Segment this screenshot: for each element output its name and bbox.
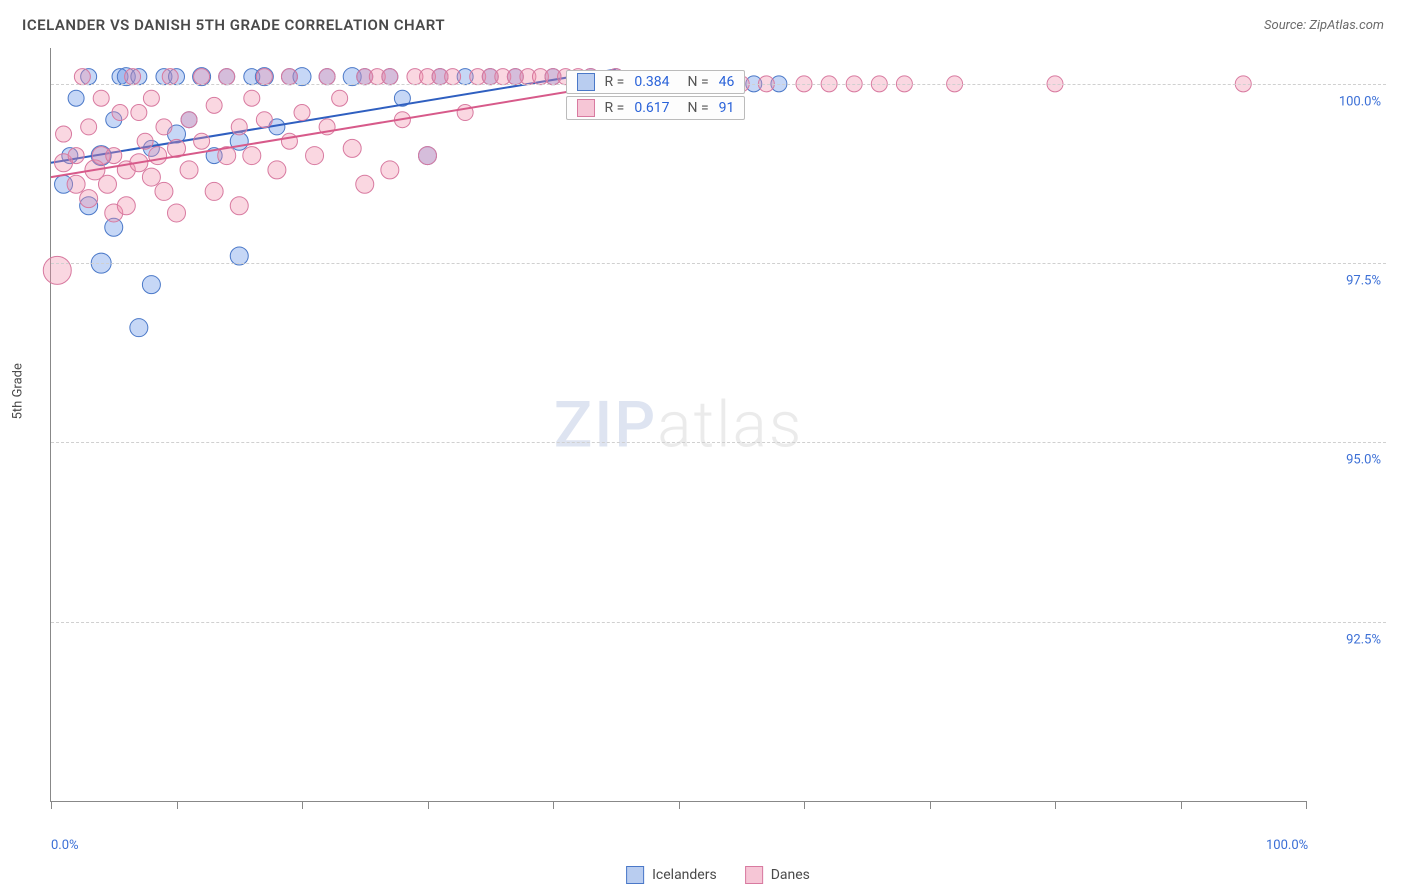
x-tick	[1181, 801, 1182, 809]
x-tick-label: 100.0%	[1266, 838, 1308, 853]
stats-box: R = 0.384 N = 46	[566, 70, 746, 94]
scatter-point	[281, 133, 297, 149]
y-axis-title: 5th Grade	[11, 363, 26, 419]
legend-swatch	[626, 866, 644, 884]
scatter-point	[142, 276, 160, 294]
gridline	[51, 622, 1386, 623]
y-tick-label: 100.0%	[1321, 94, 1381, 109]
scatter-point	[98, 175, 116, 193]
scatter-point	[206, 97, 222, 113]
scatter-point	[381, 161, 399, 179]
stats-swatch	[577, 73, 595, 91]
stats-r-label: R =	[605, 74, 625, 90]
scatter-point	[256, 69, 272, 85]
stats-n-value: 91	[719, 100, 735, 116]
x-tick	[428, 801, 429, 809]
y-tick-label: 92.5%	[1321, 632, 1381, 647]
chart-container: 5th Grade ZIPatlas 92.5%95.0%97.5%100.0%…	[50, 48, 1386, 832]
scatter-point	[130, 319, 148, 337]
stats-n-label: N =	[688, 100, 709, 116]
header: ICELANDER VS DANISH 5TH GRADE CORRELATIO…	[0, 0, 1406, 42]
x-tick	[553, 801, 554, 809]
x-tick	[302, 801, 303, 809]
legend: Icelanders Danes	[626, 866, 810, 884]
scatter-point	[143, 90, 159, 106]
legend-item: Icelanders	[626, 866, 717, 884]
scatter-point	[43, 256, 71, 284]
x-tick	[177, 801, 178, 809]
scatter-point	[137, 133, 153, 149]
scatter-point	[56, 126, 72, 142]
y-tick-label: 95.0%	[1321, 453, 1381, 468]
gridline	[51, 442, 1386, 443]
scatter-point	[67, 175, 85, 193]
scatter-point	[256, 112, 272, 128]
legend-label: Danes	[771, 867, 810, 883]
stats-swatch	[577, 99, 595, 117]
scatter-point	[343, 139, 361, 157]
scatter-point	[155, 182, 173, 200]
scatter-point	[68, 90, 84, 106]
scatter-point	[319, 69, 335, 85]
scatter-point	[68, 148, 84, 164]
legend-item: Danes	[745, 866, 810, 884]
stats-r-label: R =	[605, 100, 625, 116]
stats-box: R = 0.617 N = 91	[566, 96, 746, 120]
x-tick	[51, 801, 52, 809]
x-tick	[679, 801, 680, 809]
x-tick	[930, 801, 931, 809]
stats-n-value: 46	[719, 74, 735, 90]
scatter-point	[332, 90, 348, 106]
scatter-point	[306, 147, 324, 165]
legend-label: Icelanders	[652, 867, 717, 883]
y-tick-label: 97.5%	[1321, 274, 1381, 289]
scatter-point	[131, 105, 147, 121]
scatter-point	[93, 90, 109, 106]
scatter-point	[205, 182, 223, 200]
scatter-point	[81, 119, 97, 135]
plot-area: ZIPatlas 92.5%95.0%97.5%100.0%0.0%100.0%…	[50, 48, 1306, 802]
x-tick-label: 0.0%	[51, 838, 79, 853]
scatter-point	[168, 204, 186, 222]
scatter-point	[162, 69, 178, 85]
source-label: Source: ZipAtlas.com	[1264, 18, 1384, 33]
scatter-point	[149, 147, 167, 165]
scatter-point	[243, 147, 261, 165]
scatter-point	[74, 69, 90, 85]
scatter-point	[244, 90, 260, 106]
chart-title: ICELANDER VS DANISH 5TH GRADE CORRELATIO…	[22, 16, 445, 34]
x-tick	[1306, 801, 1307, 809]
x-tick	[804, 801, 805, 809]
scatter-point	[112, 105, 128, 121]
scatter-point	[268, 161, 286, 179]
stats-r-value: 0.384	[634, 74, 669, 90]
stats-r-value: 0.617	[634, 100, 669, 116]
scatter-point	[419, 147, 437, 165]
scatter-point	[230, 197, 248, 215]
scatter-point	[356, 175, 374, 193]
scatter-point	[106, 148, 122, 164]
scatter-point	[445, 69, 461, 85]
scatter-point	[219, 69, 235, 85]
scatter-point	[142, 168, 160, 186]
scatter-point	[281, 69, 297, 85]
scatter-point	[194, 69, 210, 85]
scatter-point	[181, 112, 197, 128]
scatter-point	[125, 69, 141, 85]
gridline	[51, 263, 1386, 264]
scatter-point	[80, 190, 98, 208]
scatter-svg	[51, 48, 1306, 801]
legend-swatch	[745, 866, 763, 884]
scatter-point	[194, 133, 210, 149]
scatter-point	[294, 105, 310, 121]
scatter-point	[117, 197, 135, 215]
scatter-point	[156, 119, 172, 135]
scatter-point	[180, 161, 198, 179]
scatter-point	[382, 69, 398, 85]
stats-n-label: N =	[688, 74, 709, 90]
x-tick	[1055, 801, 1056, 809]
scatter-point	[231, 119, 247, 135]
